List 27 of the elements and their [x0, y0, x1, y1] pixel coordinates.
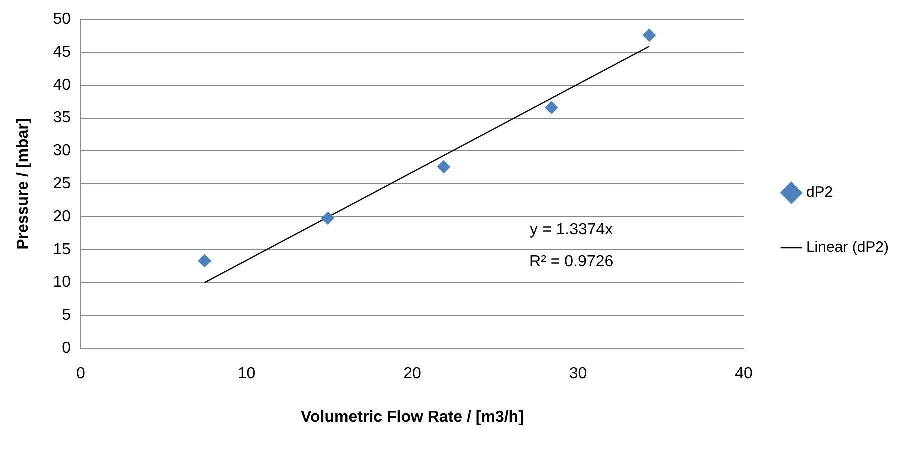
x-tick-label: 40 [735, 366, 753, 383]
y-tick-label: 25 [53, 176, 72, 193]
y-tick-label: 40 [53, 76, 72, 94]
x-tick-label: 10 [238, 366, 256, 383]
y-tick-label: 5 [62, 307, 72, 324]
y-tick-label: 15 [53, 241, 72, 258]
annotation: R² = 0.9726 [530, 254, 614, 271]
x-tick-label: 0 [76, 366, 86, 383]
point [545, 101, 558, 114]
legend-label: dP2 [806, 184, 834, 202]
y-tick-label: 30 [53, 142, 72, 160]
x-axis-title: Volumetric Flow Rate / [m3/h] [301, 408, 524, 426]
point [198, 254, 212, 268]
y-tick-label: 35 [53, 110, 72, 127]
y-axis-title: Pressure / [mbar] [15, 118, 32, 250]
point [321, 212, 334, 225]
y-tick-label: 10 [53, 274, 72, 292]
annotation: y = 1.3374x [530, 222, 614, 239]
y-tick-label: 50 [53, 11, 72, 28]
y-tick-label: 0 [62, 340, 72, 358]
y-tick-label: 20 [53, 208, 72, 226]
y-tick-label: 45 [53, 44, 72, 61]
x-tick-label: 20 [404, 366, 422, 383]
x-tick-label: 30 [569, 366, 588, 383]
point [642, 28, 656, 42]
point [437, 160, 450, 174]
legend-label: Linear (dP2) [806, 239, 890, 256]
